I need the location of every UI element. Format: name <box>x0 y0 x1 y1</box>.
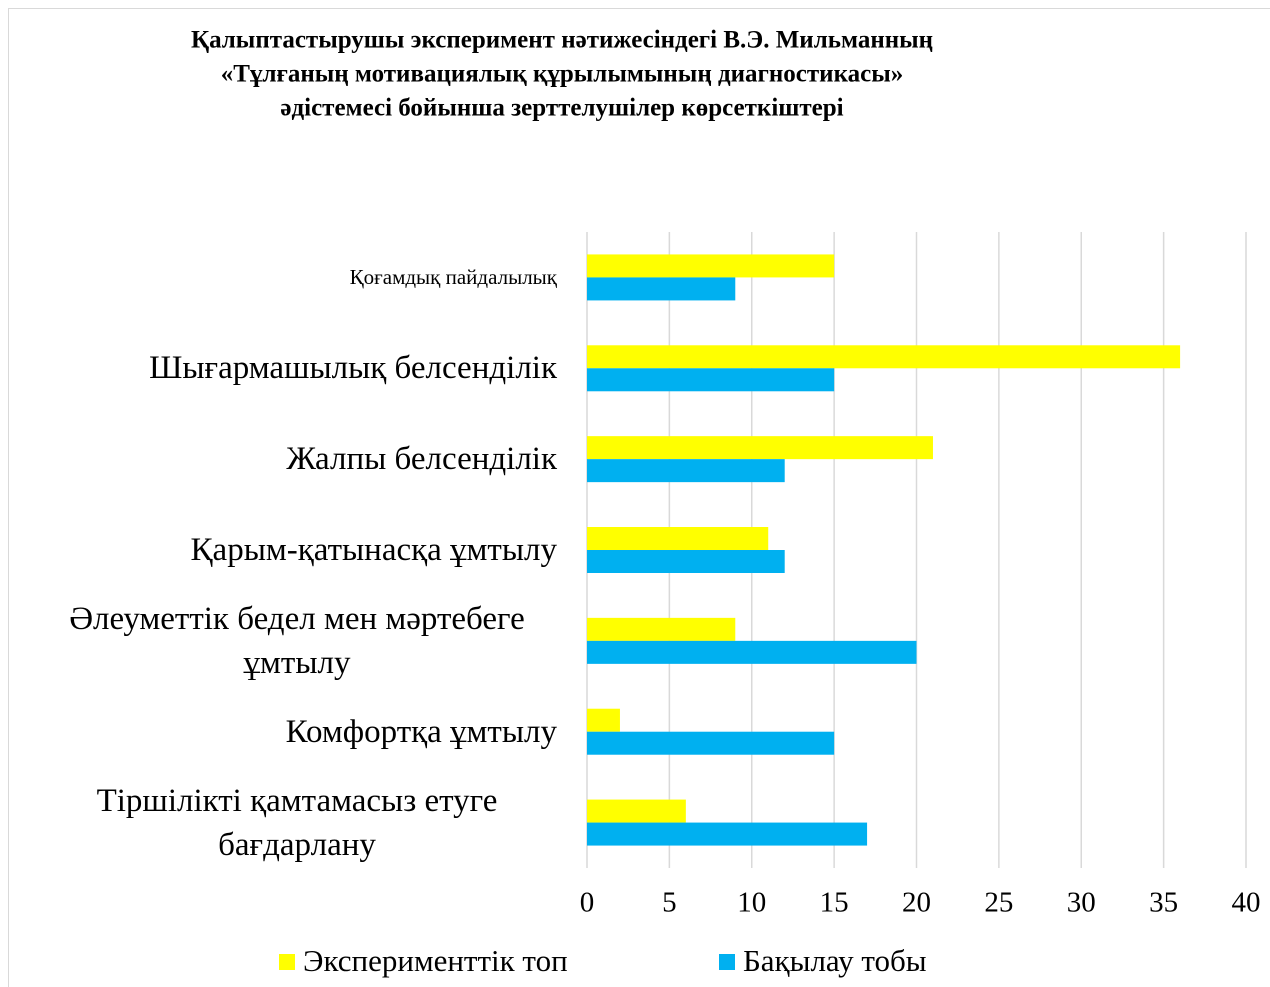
bar <box>587 708 620 732</box>
chart-title: «Тұлғаның мотивациялық құрылымының диагн… <box>221 61 903 88</box>
y-tick-label: Әлеуметтік бедел мен мәртебеге ұмтылу <box>69 600 525 681</box>
x-tick-label: 40 <box>1232 887 1261 919</box>
bar <box>587 277 736 301</box>
category-label-box: Жалпы белсенділік <box>0 437 557 481</box>
bar <box>587 799 686 823</box>
x-tick-label: 30 <box>1067 887 1096 919</box>
category-label-box: Қарым-қатынасқа ұмтылу <box>0 528 557 572</box>
bar <box>587 368 835 392</box>
x-tick-label: 10 <box>737 887 766 919</box>
legend-swatch <box>719 954 735 970</box>
chart-border <box>8 8 1270 987</box>
bar <box>587 640 917 664</box>
y-tick-label: Қоғамдық пайдалылық <box>349 265 557 290</box>
bar <box>587 527 769 550</box>
y-tick-label: Жалпы белсенділік <box>286 441 557 478</box>
chart-title: әдістемесі бойынша зерттелушілер көрсетк… <box>280 95 843 122</box>
x-tick-label: 0 <box>580 887 595 919</box>
category-label-box: Шығармашылық белсенділік <box>0 346 557 390</box>
x-tick-label: 15 <box>820 887 849 919</box>
x-tick-label: 25 <box>984 887 1013 919</box>
y-tick-label: Комфортқа ұмтылу <box>285 713 557 750</box>
y-tick-label: Тіршілікті қамтамасыз етуге бағдарлану <box>96 782 498 863</box>
bar <box>587 550 785 573</box>
category-label-box: Тіршілікті қамтамасыз етуге бағдарлану <box>0 779 557 867</box>
legend-swatch <box>279 954 295 970</box>
category-label-box: Қоғамдық пайдалылық <box>0 255 557 299</box>
y-tick-label: Шығармашылық белсенділік <box>149 350 557 387</box>
x-tick-label: 20 <box>902 887 931 919</box>
bar <box>587 345 1181 369</box>
legend-label: Эксперименттік топ <box>303 943 568 978</box>
bar <box>587 617 736 641</box>
chart-title: Қалыптастырушы эксперимент нәтижесіндегі… <box>191 27 933 54</box>
bar <box>587 822 868 846</box>
legend-label: Бақылау тобы <box>743 943 927 978</box>
bar <box>587 731 835 755</box>
y-tick-label: Қарым-қатынасқа ұмтылу <box>190 532 557 568</box>
bar <box>587 254 835 278</box>
x-tick-label: 5 <box>662 887 677 919</box>
x-tick-label: 35 <box>1149 887 1178 919</box>
bar <box>587 436 933 460</box>
bar <box>587 459 785 483</box>
category-label-box: Әлеуметтік бедел мен мәртебеге ұмтылу <box>0 597 557 685</box>
category-label-box: Комфортқа ұмтылу <box>0 710 557 754</box>
